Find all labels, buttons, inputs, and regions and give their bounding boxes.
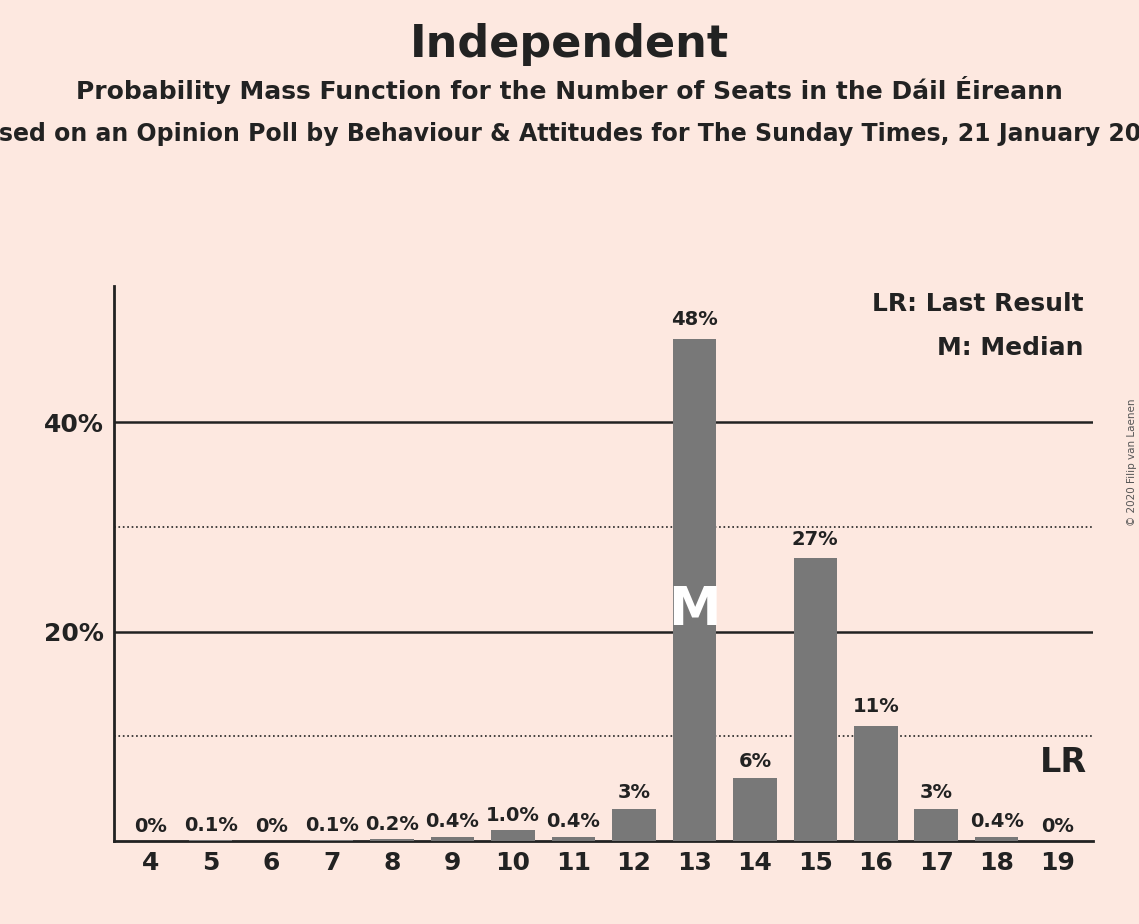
Bar: [734, 778, 777, 841]
Text: 48%: 48%: [671, 310, 718, 329]
Text: 11%: 11%: [852, 698, 899, 716]
Text: 3%: 3%: [919, 784, 952, 802]
Text: 0.1%: 0.1%: [183, 816, 238, 834]
Bar: [794, 558, 837, 841]
Text: Based on an Opinion Poll by Behaviour & Attitudes for The Sunday Times, 21 Janua: Based on an Opinion Poll by Behaviour & …: [0, 122, 1139, 146]
Bar: [854, 725, 898, 841]
Text: Independent: Independent: [410, 23, 729, 67]
Text: 1.0%: 1.0%: [486, 806, 540, 825]
Text: © 2020 Filip van Laenen: © 2020 Filip van Laenen: [1126, 398, 1137, 526]
Text: LR: Last Result: LR: Last Result: [872, 292, 1083, 316]
Bar: [431, 836, 474, 841]
Text: 0%: 0%: [133, 817, 166, 835]
Text: M: M: [669, 584, 721, 636]
Bar: [310, 840, 353, 841]
Bar: [491, 831, 534, 841]
Bar: [915, 809, 958, 841]
Text: 0.1%: 0.1%: [304, 816, 359, 834]
Text: 6%: 6%: [738, 752, 771, 771]
Text: 0.4%: 0.4%: [969, 812, 1024, 832]
Text: 0.4%: 0.4%: [426, 812, 480, 832]
Text: 0.2%: 0.2%: [366, 815, 419, 833]
Text: 3%: 3%: [617, 784, 650, 802]
Text: 0%: 0%: [1041, 817, 1074, 835]
Text: 0%: 0%: [255, 817, 287, 835]
Bar: [975, 836, 1018, 841]
Bar: [370, 839, 413, 841]
Text: 0.4%: 0.4%: [547, 812, 600, 832]
Text: M: Median: M: Median: [937, 336, 1083, 360]
Bar: [673, 339, 716, 841]
Bar: [612, 809, 656, 841]
Bar: [551, 836, 596, 841]
Text: 27%: 27%: [792, 530, 838, 549]
Bar: [189, 840, 232, 841]
Text: Probability Mass Function for the Number of Seats in the Dáil Éireann: Probability Mass Function for the Number…: [76, 76, 1063, 103]
Text: LR: LR: [1040, 746, 1088, 779]
